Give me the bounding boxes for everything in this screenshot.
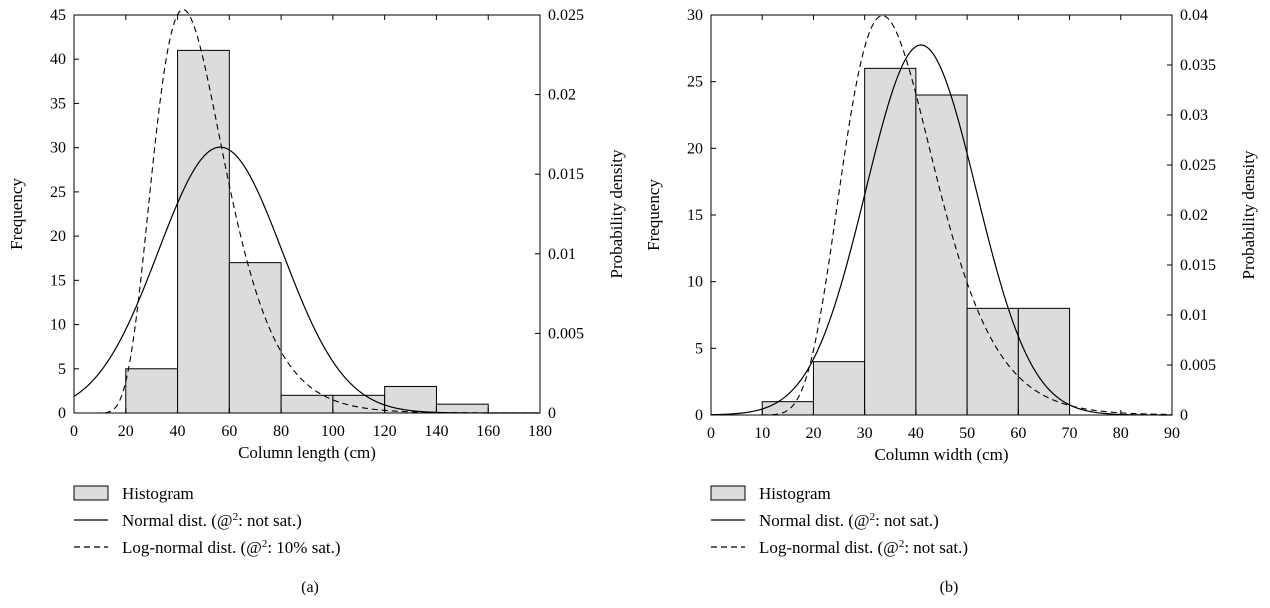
chart-panel-a: 0 20 40 60 80 100 120 140 160 1800510152025303540…	[7, 7, 626, 596]
legend-swatch-histogram	[710, 485, 746, 501]
y-tick-label-9: 45	[50, 7, 66, 24]
legend-label-2: Log-normal dist. (@2: 10% sat.)	[122, 538, 341, 557]
y-tick-label-5: 25	[50, 184, 66, 201]
histogram-bar-3	[915, 94, 968, 416]
y2-tick-label-7: 0.035	[1180, 57, 1216, 74]
histogram-bar-1	[177, 49, 230, 414]
legend-label-0: Histogram	[759, 484, 831, 503]
plot-frame	[73, 14, 541, 414]
x-tick-label-5: 50	[959, 425, 975, 442]
legend-label-0: Histogram	[122, 484, 194, 503]
y2-tick-label-0: 0	[1180, 407, 1188, 424]
histogram-bar-4	[966, 307, 1019, 416]
legend: Histogram Normal dist. (@2: not sat.) Log-…	[710, 484, 968, 557]
y2-tick-label-2: 0.01	[548, 246, 576, 263]
y2-tick-label-0: 0	[548, 405, 556, 422]
y-axis-label: Frequency	[7, 178, 26, 250]
y-tick-label-0: 0	[695, 407, 703, 424]
lognormal-curve	[712, 15, 1173, 416]
x-tick-label-7: 140	[424, 423, 448, 440]
histogram-bar-2	[864, 67, 917, 416]
histogram-bar-6	[435, 403, 489, 414]
histogram-bar-1	[812, 361, 866, 416]
y2-tick-label-2: 0.01	[1180, 307, 1208, 324]
histogram-bar-5	[1017, 307, 1071, 416]
histogram-bar-2	[228, 262, 282, 414]
normal-curve	[710, 44, 1172, 416]
y2-tick-label-5: 0.025	[548, 7, 584, 24]
x-tick-label-3: 60	[221, 423, 237, 440]
histogram-bar-4	[332, 394, 386, 414]
legend-swatch-histogram	[73, 485, 109, 501]
x-tick-label-6: 120	[373, 423, 397, 440]
histogram-bar-0	[125, 368, 179, 414]
x-tick-label-9: 180	[528, 423, 552, 440]
y2-axis-label: Probability density	[1239, 150, 1258, 279]
y-tick-label-3: 15	[50, 272, 66, 289]
y2-tick-label-8: 0.04	[1180, 7, 1208, 24]
chart-panel-b: 0 10 20 30 40 50 60 70 80 9005101520253000.0050.0…	[644, 7, 1258, 596]
x-tick-label-7: 70	[1062, 425, 1078, 442]
y-tick-label-5: 25	[687, 74, 703, 91]
y-tick-label-3: 15	[687, 207, 703, 224]
y-tick-label-8: 40	[50, 51, 66, 68]
panel-label: (b)	[940, 579, 959, 596]
legend-label-1: Normal dist. (@2: not sat.)	[759, 511, 939, 530]
y2-tick-label-3: 0.015	[1180, 257, 1216, 274]
x-tick-label-5: 100	[321, 423, 345, 440]
histogram-bar-3	[280, 394, 334, 414]
legend-label-1: Normal dist. (@2: not sat.)	[122, 511, 302, 530]
x-axis-label: Column length (cm)	[238, 443, 376, 462]
x-tick-label-9: 90	[1164, 425, 1180, 442]
x-tick-label-8: 80	[1113, 425, 1129, 442]
x-tick-label-1: 20	[118, 423, 134, 440]
x-tick-label-2: 40	[170, 423, 186, 440]
y-tick-label-1: 5	[695, 340, 703, 357]
y2-axis-label: Probability density	[607, 149, 626, 278]
x-tick-label-2: 20	[805, 425, 821, 442]
y-tick-label-6: 30	[687, 7, 703, 24]
y-tick-label-7: 35	[50, 95, 66, 112]
y-tick-label-1: 5	[58, 361, 66, 378]
y-tick-label-0: 0	[58, 405, 66, 422]
y2-tick-label-6: 0.03	[1180, 107, 1208, 124]
y-tick-label-2: 10	[687, 274, 703, 291]
y2-tick-label-1: 0.005	[1180, 357, 1216, 374]
y-tick-label-4: 20	[687, 140, 703, 157]
lognormal-curve	[75, 9, 540, 414]
x-tick-label-1: 10	[754, 425, 770, 442]
x-tick-label-0: 0	[707, 425, 715, 442]
y-tick-label-2: 10	[50, 317, 66, 334]
y2-tick-label-4: 0.02	[1180, 207, 1208, 224]
y2-tick-label-4: 0.02	[548, 87, 576, 104]
x-axis-label: Column width (cm)	[874, 445, 1008, 464]
y2-tick-label-1: 0.005	[548, 325, 584, 342]
histogram-bar-0	[761, 401, 814, 416]
y2-tick-label-3: 0.015	[548, 166, 584, 183]
x-tick-label-4: 40	[908, 425, 924, 442]
y-axis-label: Frequency	[644, 179, 663, 251]
x-tick-label-8: 160	[476, 423, 500, 440]
y-tick-label-4: 20	[50, 228, 66, 245]
x-tick-label-4: 80	[273, 423, 289, 440]
x-tick-label-3: 30	[857, 425, 873, 442]
legend-label-2: Log-normal dist. (@2: not sat.)	[759, 538, 968, 557]
legend: Histogram Normal dist. (@2: not sat.) Log-…	[73, 484, 341, 557]
x-tick-label-6: 60	[1010, 425, 1026, 442]
histogram-bar-5	[384, 385, 437, 414]
y-tick-label-6: 30	[50, 140, 66, 157]
y2-tick-label-5: 0.025	[1180, 157, 1216, 174]
x-tick-label-0: 0	[70, 423, 78, 440]
panel-label: (a)	[301, 579, 319, 596]
